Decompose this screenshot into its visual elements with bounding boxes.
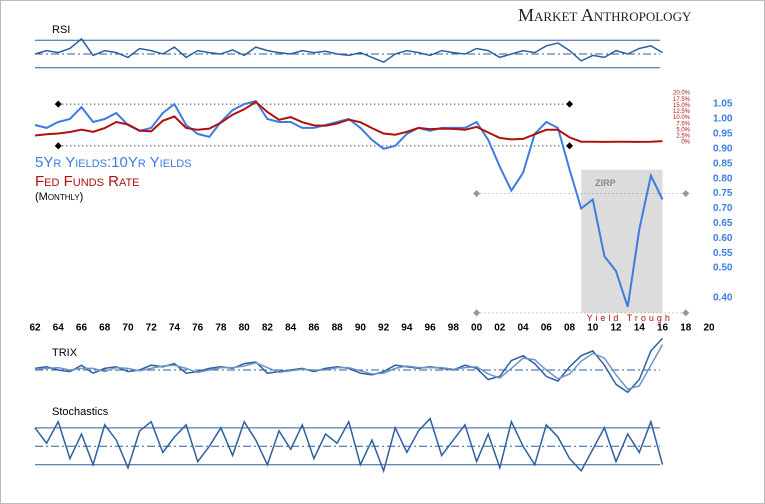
x-tick-label: 08 xyxy=(564,323,576,334)
reference-marker xyxy=(566,142,574,150)
y-tick-label: 0.70 xyxy=(713,203,733,214)
y2-tick-label: 15.0% xyxy=(673,103,691,109)
y-tick-label: 0.40 xyxy=(713,293,733,304)
x-tick-label: 18 xyxy=(680,323,692,334)
y2-tick-label: 20.0% xyxy=(673,91,691,97)
y-tick-label: 1.00 xyxy=(713,114,733,125)
x-tick-label: 64 xyxy=(53,323,65,334)
y2-tick-label: 5.0% xyxy=(676,127,690,133)
x-tick-label: 94 xyxy=(401,323,413,334)
y2-tick-label: 0% xyxy=(681,140,690,146)
brand: Market Anthropology xyxy=(518,5,692,25)
x-tick-label: 00 xyxy=(471,323,483,334)
x-tick-label: 74 xyxy=(169,323,181,334)
annotation: Yield Trough xyxy=(587,313,673,323)
x-tick-label: 78 xyxy=(215,323,227,334)
y2-tick-label: 12.5% xyxy=(673,109,691,115)
y-tick-label: 0.80 xyxy=(713,173,733,184)
reference-marker xyxy=(682,190,690,198)
y-tick-label: 0.75 xyxy=(713,188,733,199)
x-tick-label: 10 xyxy=(587,323,599,334)
panel-title: TRIX xyxy=(52,347,78,359)
x-tick-label: 80 xyxy=(239,323,251,334)
x-tick-label: 70 xyxy=(122,323,134,334)
x-tick-label: 82 xyxy=(262,323,274,334)
data-line xyxy=(34,417,664,474)
x-tick-label: 86 xyxy=(308,323,320,334)
region-label: ZIRP xyxy=(595,178,616,188)
x-tick-label: 12 xyxy=(610,323,622,334)
x-tick-label: 88 xyxy=(332,323,344,334)
y-tick-label: 0.50 xyxy=(713,263,733,274)
y2-tick-label: 10.0% xyxy=(673,115,691,121)
data-line xyxy=(34,344,664,390)
y2-tick-label: 2.5% xyxy=(676,134,690,140)
reference-marker xyxy=(682,309,690,317)
x-tick-label: 84 xyxy=(285,323,297,334)
y2-tick-label: 17.5% xyxy=(673,97,691,103)
reference-marker xyxy=(54,142,62,150)
legend-entry: 5Yr Yields:10Yr Yields xyxy=(35,154,191,171)
panel-title: RSI xyxy=(52,24,70,36)
x-tick-label: 14 xyxy=(634,323,646,334)
x-tick-label: 16 xyxy=(657,323,669,334)
x-tick-label: 02 xyxy=(494,323,506,334)
x-tick-label: 06 xyxy=(541,323,553,334)
x-tick-label: 68 xyxy=(99,323,111,334)
x-tick-label: 96 xyxy=(425,323,437,334)
reference-marker xyxy=(473,190,481,198)
y-tick-label: 0.60 xyxy=(713,233,733,244)
reference-marker xyxy=(473,309,481,317)
y-tick-label: 1.05 xyxy=(713,99,733,110)
y-tick-label: 0.85 xyxy=(713,158,733,169)
y-tick-label: 0.90 xyxy=(713,143,733,154)
y-tick-label: 0.95 xyxy=(713,129,733,140)
y-tick-label: 0.55 xyxy=(713,248,733,259)
data-line xyxy=(34,100,663,143)
x-tick-label: 92 xyxy=(378,323,390,334)
reference-marker xyxy=(566,100,574,108)
data-line xyxy=(34,37,663,64)
x-tick-label: 98 xyxy=(448,323,460,334)
legend-entry: Fed Funds Rate xyxy=(35,173,140,190)
panel-title: Stochastics xyxy=(52,406,109,418)
y-tick-label: 0.65 xyxy=(713,218,733,229)
subtitle: (Monthly) xyxy=(35,191,83,203)
x-tick-label: 62 xyxy=(29,323,41,334)
x-tick-label: 90 xyxy=(355,323,367,334)
x-tick-label: 66 xyxy=(76,323,88,334)
y2-tick-label: 7.5% xyxy=(676,121,690,127)
x-tick-label: 76 xyxy=(192,323,204,334)
x-tick-label: 04 xyxy=(518,323,530,334)
x-tick-label: 72 xyxy=(146,323,158,334)
data-line xyxy=(34,337,664,394)
x-tick-label: 20 xyxy=(703,323,715,334)
